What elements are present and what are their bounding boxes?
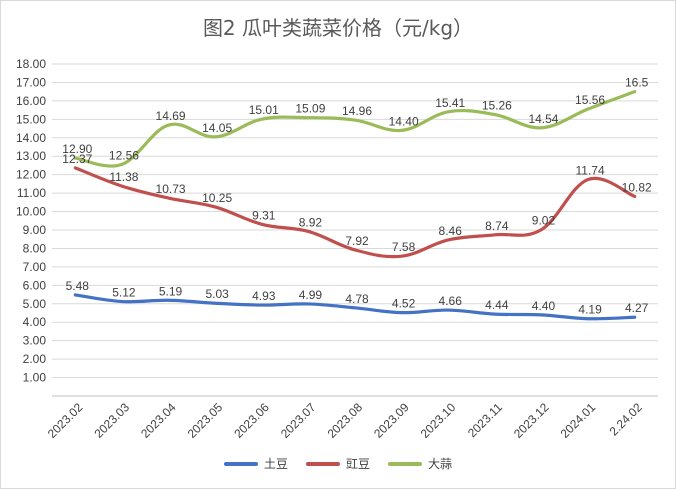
x-tick-label: 2023.08 [325,400,366,441]
y-tick-label: 10.00 [16,205,46,219]
legend-swatch-cowpea [305,461,340,466]
y-tick-label: 9.00 [23,223,47,237]
x-tick-label: 2023.06 [231,400,272,441]
legend-swatch-garlic [388,461,422,466]
data-label-cowpea: 12.37 [62,152,92,166]
x-tick-label: 2023.10 [418,400,459,441]
data-label-garlic: 14.96 [342,104,372,118]
legend-swatch-potato [223,461,258,466]
data-label-potato: 4.93 [252,289,276,303]
series-line-garlic [73,90,637,168]
data-label-potato: 4.66 [439,294,463,308]
legend-label-potato: 土豆 [263,457,288,471]
chart-title: 图2 瓜叶类蔬菜价格（元/kg） [202,16,474,40]
y-tick-label: 11.00 [17,186,46,200]
data-label-cowpea: 8.92 [299,215,323,229]
data-label-cowpea: 8.74 [485,219,509,233]
data-label-garlic: 12.90 [62,142,92,156]
data-label-garlic: 15.26 [482,99,512,113]
x-tick-label: 2023.09 [371,400,412,441]
y-tick-label: 3.00 [23,334,47,348]
x-tick-label: 2023.04 [138,400,179,441]
series-line-cowpea [73,166,637,259]
chart-legend: 土豆 豇豆 大蒜 [0,455,676,472]
data-label-garlic: 14.54 [528,112,558,126]
data-label-potato: 4.40 [532,299,556,313]
legend-item-cowpea: 豇豆 [305,455,370,472]
data-label-garlic: 15.56 [575,93,605,107]
data-label-potato: 5.19 [159,284,183,298]
data-label-cowpea: 11.38 [109,170,138,184]
y-tick-label: 13.00 [16,149,46,163]
data-label-potato: 5.12 [112,286,136,300]
data-label-cowpea: 11.74 [576,163,605,177]
data-label-potato: 5.48 [66,279,90,293]
data-label-potato: 4.52 [392,297,416,311]
y-tick-label: 4.00 [23,315,47,329]
x-tick-label: 2024.01 [558,400,599,441]
y-tick-label: 7.00 [23,260,47,274]
data-label-garlic: 16.5 [625,76,649,90]
data-label-garlic: 14.40 [389,114,419,128]
data-label-garlic: 12.56 [109,148,139,162]
data-label-potato: 4.19 [578,303,602,317]
data-label-cowpea: 8.46 [439,224,463,238]
data-label-cowpea: 9.31 [252,208,276,222]
legend-label-garlic: 大蒜 [428,457,453,471]
data-label-potato: 4.78 [345,292,369,306]
y-tick-label: 12.00 [16,168,46,182]
y-tick-label: 6.00 [23,278,47,292]
legend-label-cowpea: 豇豆 [345,457,370,471]
data-label-potato: 4.99 [299,288,323,302]
x-tick-label: 2023.03 [91,400,132,441]
data-label-cowpea: 10.73 [156,182,186,196]
data-label-potato: 4.27 [625,301,649,315]
legend-item-garlic: 大蒜 [388,455,452,472]
data-label-cowpea: 10.25 [202,191,232,205]
y-tick-label: 2.00 [23,352,47,366]
data-label-potato: 4.44 [485,298,509,312]
y-tick-label: 14.00 [16,131,46,145]
x-tick-label: 2023.05 [185,400,226,441]
y-tick-label: 17.00 [16,75,46,89]
data-label-garlic: 14.05 [202,121,232,135]
legend-item-potato: 土豆 [223,455,288,472]
y-tick-label: 5.00 [23,297,47,311]
x-tick-label: 2023.02 [45,400,86,441]
x-tick-label: 2.24.02 [607,400,645,438]
data-label-garlic: 15.41 [435,96,465,110]
y-tick-label: 8.00 [23,241,47,255]
y-tick-label: 18.00 [16,57,46,71]
data-label-cowpea: 7.58 [392,240,416,254]
data-label-potato: 5.03 [205,287,229,301]
y-tick-label: 1.00 [23,371,47,385]
data-label-garlic: 14.69 [156,109,186,123]
x-tick-label: 2023.12 [511,400,552,441]
data-label-cowpea: 9.02 [532,214,556,228]
data-label-cowpea: 10.82 [622,180,652,194]
data-label-cowpea: 7.92 [345,234,369,248]
x-tick-label: 2023.07 [278,400,319,441]
y-tick-label: 16.00 [16,94,46,108]
data-label-garlic: 15.01 [249,103,279,117]
series-line-potato [73,293,637,321]
data-label-garlic: 15.09 [295,102,325,116]
x-tick-label: 2023.11 [465,400,505,440]
y-tick-label: 15.00 [16,112,46,126]
